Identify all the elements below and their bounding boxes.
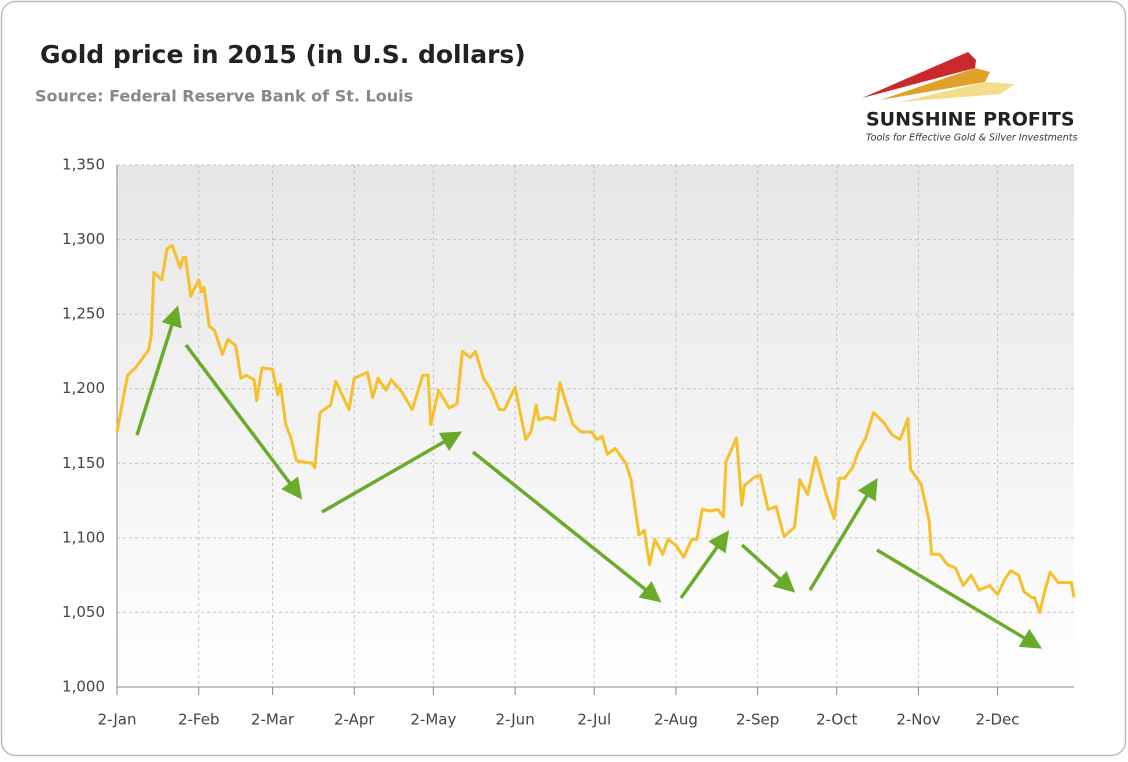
- arrow: [471, 450, 662, 603]
- arrow: [808, 478, 878, 591]
- x-tick-label: 2-Oct: [816, 711, 857, 729]
- y-tick-label: 1,350: [62, 156, 105, 174]
- arrow: [321, 431, 463, 514]
- arrow: [679, 530, 730, 600]
- chart-subtitle: Source: Federal Reserve Bank of St. Loui…: [35, 87, 413, 106]
- arrow: [184, 343, 303, 500]
- logo-streak: [862, 52, 976, 98]
- chart-title: Gold price in 2015 (in U.S. dollars): [40, 40, 526, 69]
- arrow: [876, 548, 1043, 649]
- arrow: [135, 305, 182, 436]
- y-tick-label: 1,150: [62, 454, 105, 472]
- logo-streak: [900, 82, 1015, 102]
- x-tick-label: 2-Dec: [976, 711, 1020, 729]
- x-tick-label: 2-Nov: [896, 711, 940, 729]
- y-tick-label: 1,000: [62, 678, 105, 696]
- x-tick-label: 2-Aug: [654, 711, 698, 729]
- x-tick-label: 2-Feb: [178, 711, 220, 729]
- plot-area: [117, 165, 1074, 687]
- logo-tagline: Tools for Effective Gold & Silver Invest…: [866, 133, 1078, 144]
- logo: SUNSHINE PROFITS Tools for Effective Gol…: [862, 52, 1078, 144]
- x-tick-label: 2-Sep: [736, 711, 779, 729]
- x-tick-label: 2-Jul: [577, 711, 611, 729]
- logo-name: SUNSHINE PROFITS: [866, 109, 1075, 131]
- x-tick-label: 2-Apr: [334, 711, 375, 729]
- x-tick-label: 2-Jan: [98, 711, 137, 729]
- price-line: [115, 244, 1076, 614]
- y-tick-label: 1,100: [62, 528, 105, 546]
- y-tick-label: 1,250: [62, 305, 105, 323]
- y-tick-label: 1,050: [62, 603, 105, 621]
- x-tick-label: 2-Jun: [495, 711, 534, 729]
- trend-arrows: [135, 305, 1043, 649]
- x-tick-label: 2-May: [410, 711, 456, 729]
- y-tick-label: 1,200: [62, 379, 105, 397]
- logo-streak: [880, 68, 990, 100]
- arrow: [740, 543, 796, 593]
- y-tick-label: 1,300: [62, 230, 105, 248]
- x-tick-label: 2-Mar: [251, 711, 295, 729]
